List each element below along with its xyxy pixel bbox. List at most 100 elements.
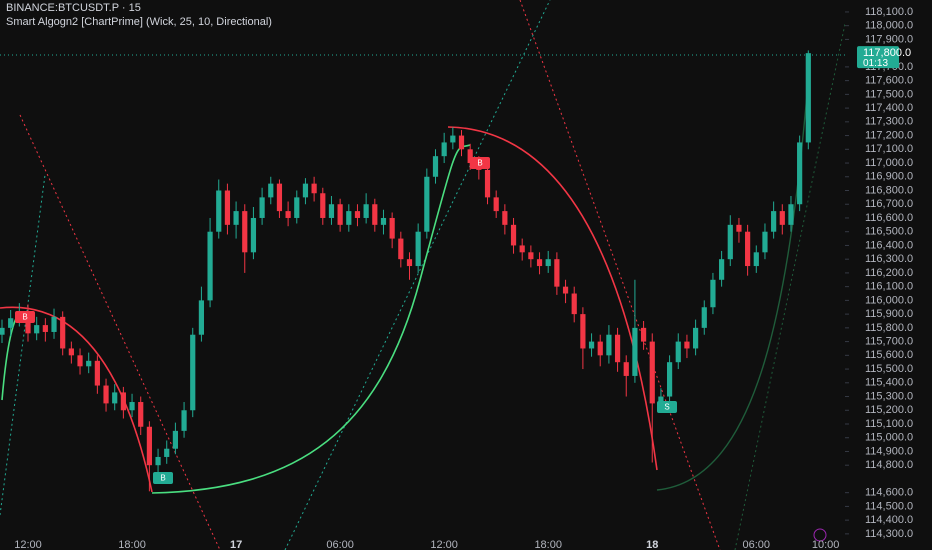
candle-body bbox=[406, 259, 413, 267]
candle-body bbox=[398, 238, 404, 260]
candle-body bbox=[164, 448, 170, 457]
candle-body bbox=[502, 211, 508, 225]
y-tick-label: 114,800.0 bbox=[865, 459, 913, 471]
indicator-subtitle: Smart Algogn2 [ChartPrime] (Wick, 25, 10… bbox=[6, 16, 272, 28]
candle-body bbox=[623, 362, 629, 376]
x-tick-label: 18 bbox=[646, 539, 658, 550]
y-tick-label: 116,000.0 bbox=[865, 294, 913, 306]
candle-body bbox=[658, 396, 664, 404]
y-tick-label: 114,500.0 bbox=[865, 500, 913, 512]
y-tick-label: 116,400.0 bbox=[865, 239, 913, 251]
candle-body bbox=[389, 217, 395, 239]
red-arc bbox=[0, 306, 153, 493]
candle-body bbox=[328, 204, 335, 218]
candle-body bbox=[693, 327, 699, 349]
candle-body bbox=[77, 355, 83, 367]
candle-body bbox=[675, 341, 681, 363]
candle-body bbox=[129, 402, 135, 411]
green-arc bbox=[151, 144, 471, 494]
candle-body bbox=[86, 360, 92, 367]
axis-background bbox=[845, 0, 932, 550]
red-arc bbox=[447, 126, 658, 471]
y-tick-label: 115,000.0 bbox=[865, 432, 913, 444]
signal-box bbox=[153, 472, 173, 484]
y-tick-label: 117,300.0 bbox=[865, 116, 913, 128]
candle-body bbox=[60, 316, 66, 349]
y-tick-label: 116,300.0 bbox=[865, 253, 913, 265]
candle-body bbox=[719, 259, 725, 280]
y-tick-label: 117,000.0 bbox=[865, 157, 913, 169]
candle-body bbox=[545, 259, 551, 267]
y-tick-label: 116,700.0 bbox=[865, 198, 913, 210]
candle-body bbox=[372, 204, 378, 225]
candle-body bbox=[554, 259, 560, 287]
candle-body bbox=[190, 334, 196, 411]
y-tick-label: 114,300.0 bbox=[865, 528, 913, 540]
candle-body bbox=[172, 430, 178, 449]
candle-body bbox=[771, 211, 777, 232]
candle-body bbox=[346, 211, 352, 225]
candle-body bbox=[354, 211, 361, 218]
candle-body bbox=[424, 176, 430, 232]
x-tick-label: 06:00 bbox=[326, 539, 354, 550]
candle-body bbox=[320, 193, 326, 218]
y-tick-label: 115,500.0 bbox=[865, 363, 913, 375]
event-icon bbox=[813, 528, 827, 542]
last-price-label: 117,800.0 bbox=[863, 47, 911, 59]
candle-body bbox=[380, 217, 387, 225]
candle-body bbox=[0, 327, 5, 335]
y-tick-label: 117,400.0 bbox=[865, 102, 913, 114]
y-tick-label: 114,900.0 bbox=[865, 445, 913, 457]
candle-body bbox=[259, 197, 265, 218]
y-tick-label: 115,100.0 bbox=[865, 418, 913, 430]
candle-body bbox=[701, 307, 707, 328]
y-tick-label: 115,700.0 bbox=[865, 335, 913, 347]
x-tick-label: 18:00 bbox=[118, 539, 146, 550]
y-tick-label: 118,000.0 bbox=[865, 20, 913, 32]
candle-body bbox=[441, 142, 447, 157]
candle-body bbox=[632, 327, 638, 376]
candle-body bbox=[233, 211, 239, 225]
y-tick-label: 114,400.0 bbox=[865, 514, 913, 526]
green-dotted-line bbox=[284, 0, 551, 550]
candle-body bbox=[224, 190, 231, 225]
y-tick-label: 115,300.0 bbox=[865, 390, 913, 402]
chart-title: BINANCE:BTCUSDT.P · 15 bbox=[6, 2, 141, 14]
candle-body bbox=[528, 252, 534, 260]
candle-body bbox=[294, 197, 300, 218]
candle-body bbox=[242, 211, 248, 253]
candle-body bbox=[779, 211, 785, 225]
candle-body bbox=[363, 204, 369, 218]
candle-body bbox=[467, 149, 473, 164]
candle-body bbox=[302, 183, 309, 198]
signals: B B B S bbox=[15, 157, 677, 484]
candle-body bbox=[597, 341, 603, 356]
y-tick-label: 116,100.0 bbox=[865, 281, 913, 293]
candle-body bbox=[181, 410, 187, 431]
candle-body bbox=[640, 327, 647, 342]
candle-body bbox=[311, 183, 317, 194]
y-tick-label: 116,900.0 bbox=[865, 171, 913, 183]
candle-body bbox=[276, 183, 283, 212]
candle-body bbox=[285, 211, 291, 218]
candle-body bbox=[797, 142, 803, 205]
candle-body bbox=[34, 325, 40, 334]
candle-body bbox=[614, 334, 621, 363]
candle-body bbox=[103, 385, 109, 404]
y-tick-label: 117,900.0 bbox=[865, 33, 913, 45]
x-tick-label: 18:00 bbox=[534, 539, 562, 550]
y-tick-label: 116,500.0 bbox=[865, 226, 913, 238]
green-dotted-line bbox=[0, 174, 46, 516]
candle-body bbox=[68, 348, 74, 356]
y-tick-label: 117,100.0 bbox=[865, 143, 913, 155]
candle-body bbox=[649, 341, 655, 404]
y-tick-label: 117,200.0 bbox=[865, 129, 913, 141]
candle-body bbox=[112, 392, 118, 404]
candle-body bbox=[146, 426, 152, 466]
last-price-tag bbox=[857, 46, 899, 69]
candle-body bbox=[458, 135, 465, 150]
x-tick-label: 12:00 bbox=[430, 539, 458, 550]
candle-body bbox=[198, 300, 205, 335]
y-tick-label: 115,900.0 bbox=[865, 308, 913, 320]
